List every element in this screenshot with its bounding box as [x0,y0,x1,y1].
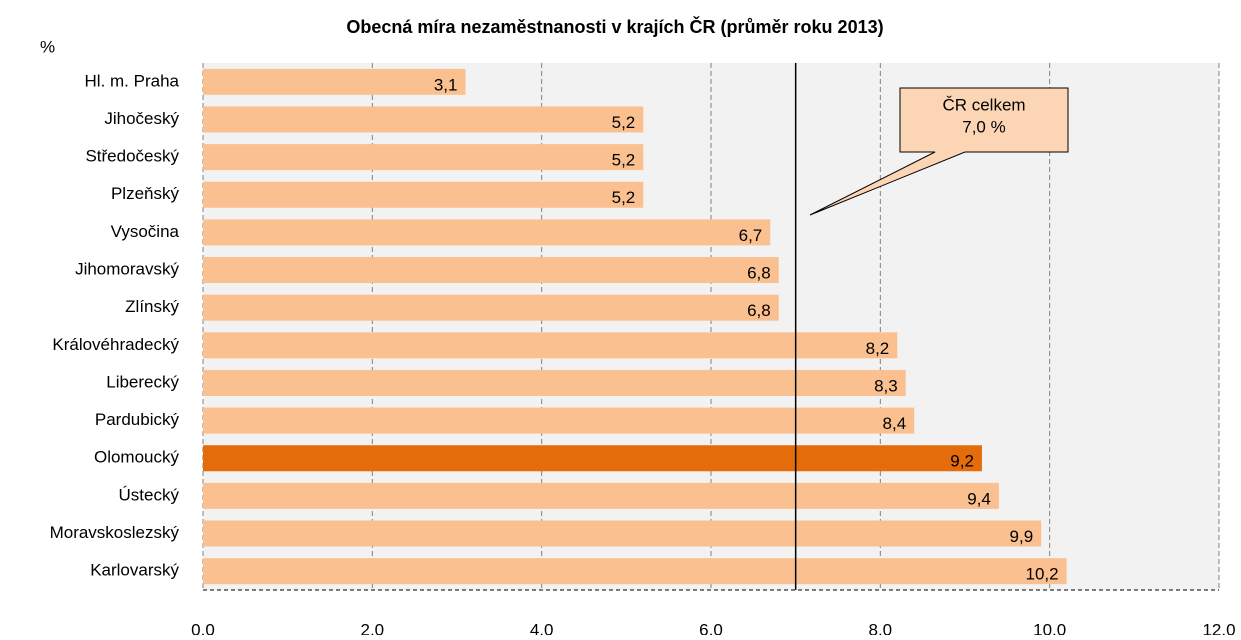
y-tick-label: Jihočeský [104,109,179,128]
y-tick-label: Olomoucký [94,448,180,467]
value-label: 9,2 [950,452,974,471]
value-label: 6,7 [739,226,763,245]
y-tick-label: Zlínský [125,297,179,316]
y-tick-label: Královéhradecký [52,335,179,354]
bar [203,144,644,171]
bar [203,181,644,208]
y-tick-label: Karlovarský [90,561,179,580]
y-tick-label: Ústecký [119,485,180,504]
bar [203,106,644,133]
y-tick-label: Plzeňský [111,184,180,203]
bar [203,482,999,509]
y-tick-label: Moravskoslezský [50,523,180,542]
reference-label: ČR celkem [942,95,1025,114]
reference-label: 7,0 % [962,117,1005,136]
value-label: 5,2 [612,151,636,170]
bar [203,257,779,284]
bar [203,219,771,246]
bar [203,520,1042,547]
value-label: 5,2 [612,188,636,207]
y-axis-label: % [40,37,55,56]
value-label: 8,4 [883,414,907,433]
bar [203,407,915,434]
y-tick-label: Vysočina [111,222,180,241]
y-tick-label: Středočeský [85,147,179,166]
x-tick-label: 10,0 [1033,620,1066,635]
x-tick-label: 6,0 [699,620,723,635]
bar [203,558,1067,585]
y-tick-label: Pardubický [95,410,180,429]
value-label: 8,3 [874,376,898,395]
callout [809,87,1069,216]
value-label: 6,8 [747,301,771,320]
value-label: 5,2 [612,113,636,132]
value-label: 6,8 [747,264,771,283]
x-tick-label: 8,0 [869,620,893,635]
y-tick-label: Jihomoravský [75,260,179,279]
bar [203,332,898,359]
x-tick-label: 12,0 [1202,620,1235,635]
value-label: 9,9 [1010,527,1034,546]
value-label: 9,4 [967,489,991,508]
bar [203,369,906,396]
x-tick-label: 0,0 [191,620,215,635]
value-label: 3,1 [434,75,458,94]
chart-title: Obecná míra nezaměstnanosti v krajích ČR… [346,16,883,37]
x-tick-label: 4,0 [530,620,554,635]
y-tick-label: Hl. m. Praha [85,71,180,90]
bar [203,294,779,321]
bar [203,445,982,472]
bar [203,68,466,95]
value-label: 10,2 [1026,565,1059,584]
x-tick-label: 2,0 [361,620,385,635]
value-label: 8,2 [866,339,890,358]
y-tick-label: Liberecký [106,372,179,391]
